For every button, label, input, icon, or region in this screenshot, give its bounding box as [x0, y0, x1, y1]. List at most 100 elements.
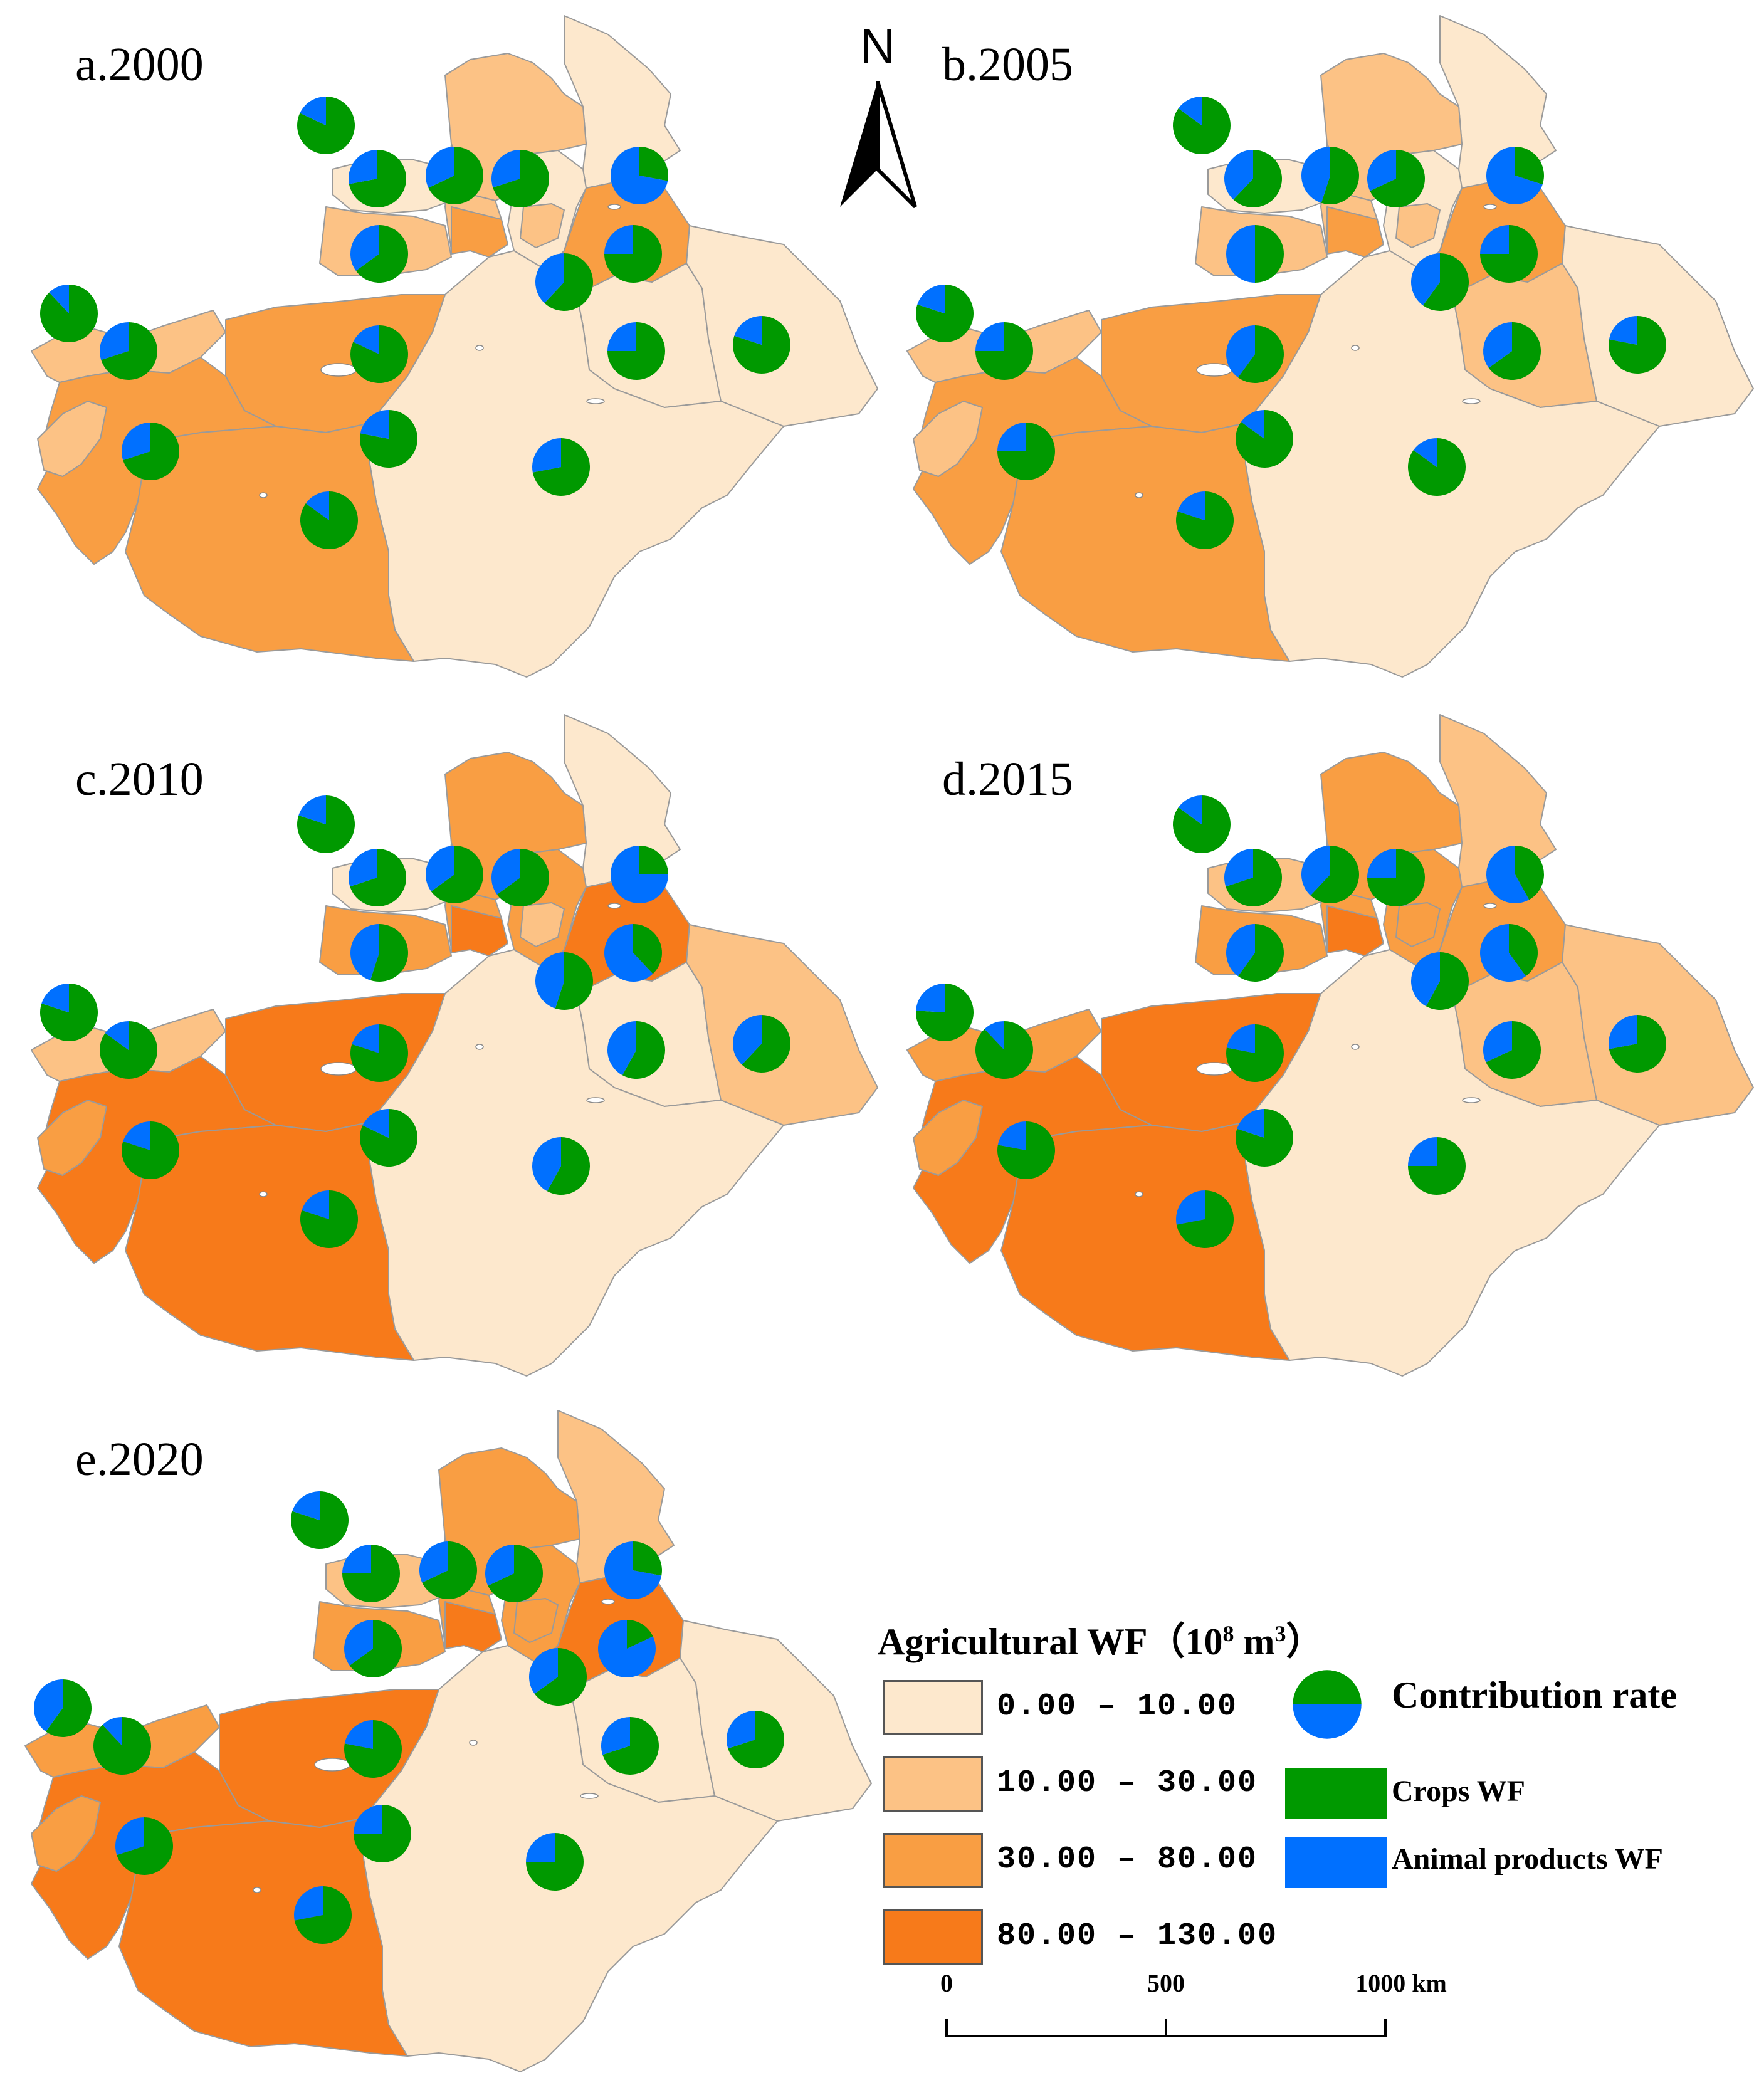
- pie-slice-animal-products: [49, 285, 69, 313]
- pie-slice-crops: [294, 1886, 352, 1944]
- contribution-pie: [916, 285, 974, 343]
- pie-slice-crops: [1370, 150, 1425, 208]
- pie-slice-animal-products: [352, 1024, 379, 1053]
- contribution-pie: [535, 952, 594, 1010]
- map-panel-a: a.2000: [13, 0, 890, 690]
- panel-title: c.2010: [75, 753, 204, 806]
- pie-slice-animal-products: [607, 322, 636, 351]
- contribution-pie: [532, 438, 590, 496]
- region-tumxuk: [913, 401, 983, 477]
- pie-slice-crops: [1426, 952, 1469, 1010]
- contribution-pie: [607, 1021, 665, 1079]
- pie-slice-crops: [422, 1541, 477, 1599]
- pie-slice-crops: [602, 1717, 659, 1775]
- pie-slice-animal-products: [1224, 849, 1253, 887]
- contribution-pie: [99, 1021, 157, 1079]
- pie-slice-animal-products: [348, 150, 377, 184]
- contribution-pie: [1236, 1109, 1293, 1167]
- lake: [320, 1062, 357, 1076]
- contribution-pie: [733, 316, 790, 374]
- pie-slice-crops: [300, 491, 358, 549]
- legend-range: 80.00 – 130.00: [997, 1918, 1278, 1954]
- legend-class-3: 30.00 – 80.00: [878, 1833, 1266, 1891]
- contribution-pie: [1226, 325, 1284, 383]
- pie-slice-animal-products: [1411, 952, 1440, 1007]
- lake: [1196, 363, 1232, 377]
- region-wujiaqu: [513, 1598, 559, 1643]
- lake: [580, 1793, 599, 1799]
- region-wujiaqu: [1395, 902, 1441, 947]
- contribution-pie: [1173, 795, 1231, 853]
- pie-slice-animal-products: [362, 1109, 389, 1138]
- contribution-pie: [40, 984, 98, 1041]
- contribution-pie: [1408, 1137, 1466, 1195]
- pie-slice-crops: [1255, 225, 1284, 283]
- contribution-pies: [33, 1491, 784, 1944]
- region-hotan: [125, 423, 414, 662]
- lake: [259, 492, 268, 498]
- pie-slice-animal-products: [1226, 325, 1255, 378]
- pie-slice-animal-products: [342, 1545, 371, 1573]
- pie-slice-animal-products: [598, 1620, 656, 1677]
- pie-slice-animal-products: [1367, 849, 1396, 878]
- legend: Agricultural WF（108 m3） 0.00 – 10.00 10.…: [878, 1611, 1754, 2100]
- contribution-pies: [916, 97, 1666, 549]
- contribution-pie: [1486, 147, 1544, 205]
- contribution-pie: [300, 1190, 358, 1248]
- pie-slice-crops: [532, 438, 590, 496]
- pie-slice-animal-products: [1177, 491, 1205, 520]
- contribution-pie: [611, 846, 668, 903]
- panel-title: a.2000: [75, 38, 204, 91]
- contribution-pie: [350, 924, 408, 982]
- contribution-pie: [1480, 225, 1538, 283]
- pie-slice-animal-products: [123, 1121, 150, 1150]
- pie-slice-animal-products: [349, 849, 377, 887]
- pie-slice-crops: [1515, 846, 1544, 900]
- pie-slice-animal-products: [529, 1648, 558, 1694]
- contribution-pie: [1301, 147, 1359, 204]
- pie-slice-animal-products: [1178, 795, 1202, 824]
- pie-slice-crops: [639, 846, 668, 874]
- crops-wf-label: Crops WF: [1392, 1775, 1525, 1808]
- contribution-pie: [604, 1541, 662, 1599]
- legend-class-1: 0.00 – 10.00: [878, 1680, 1266, 1738]
- contribution-pie: [349, 849, 406, 906]
- pie-slice-crops: [488, 1545, 544, 1602]
- pie-slice-crops: [728, 1711, 784, 1768]
- contribution-pie: [426, 846, 483, 903]
- pie-slice-crops: [916, 285, 974, 343]
- contribution-pie: [354, 1805, 411, 1862]
- pie-slice-animal-products: [350, 225, 379, 271]
- pie-slice-animal-products: [535, 253, 564, 303]
- legend-swatch: [883, 1833, 983, 1888]
- pie-slice-animal-products: [604, 924, 653, 982]
- contribution-pie: [1224, 849, 1282, 906]
- pie-slice-animal-products: [100, 322, 129, 360]
- pie-slice-animal-products: [532, 438, 561, 473]
- pie-slice-animal-products: [426, 846, 454, 892]
- pie-slice-crops: [117, 1817, 173, 1875]
- pie-slice-animal-products: [1226, 924, 1255, 977]
- pie-slice-crops: [1321, 147, 1359, 204]
- region-tumxuk: [913, 1100, 983, 1176]
- contribution-pie: [359, 1109, 417, 1167]
- pie-slice-crops: [350, 849, 406, 906]
- map-e: [24, 1410, 872, 2072]
- lake: [1462, 1097, 1481, 1103]
- region-wujiaqu: [520, 902, 565, 947]
- pie-slice-crops: [496, 849, 550, 906]
- contribution-pie: [604, 924, 663, 982]
- pie-slice-crops: [123, 423, 179, 480]
- scale-tick-label: 500: [1147, 1969, 1185, 1997]
- contribution-pie: [100, 322, 158, 380]
- pie-slice-animal-products: [491, 150, 520, 188]
- contribution-pie: [535, 253, 593, 311]
- pie-slice-crops: [349, 1620, 402, 1677]
- contribution-pie: [1408, 438, 1466, 496]
- pie-slice-crops: [622, 1021, 665, 1079]
- pie-legend-icon: [1293, 1670, 1362, 1739]
- pie-legend-label: Contribution rate: [1392, 1674, 1677, 1716]
- pie-slice-animal-products: [997, 1121, 1026, 1150]
- north-arrow-dark-half: [840, 81, 878, 207]
- contribution-pie: [604, 225, 662, 283]
